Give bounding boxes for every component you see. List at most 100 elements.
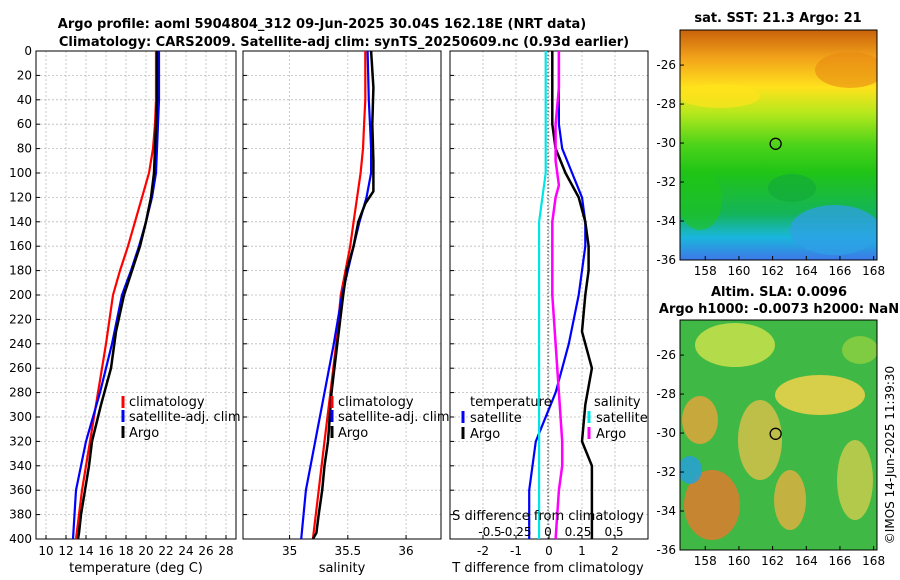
sst-float-marker <box>769 137 782 150</box>
y-tick-label: 220 <box>9 312 32 326</box>
temperature-legend: climatology satellite-adj. clim Argo <box>121 395 241 441</box>
salinity-panel: 35 35.5 36 salinity climatology satellite-… <box>242 50 450 576</box>
x-tick-label: 20 <box>138 544 153 558</box>
difference-legend: temperature satellite Argo salinity sate… <box>461 395 648 442</box>
series-line-temperature-satellite <box>528 51 587 539</box>
s-diff-tick-label: 0.5 <box>604 525 623 539</box>
s-diff-tick-label: 0 <box>544 525 552 539</box>
x-tick-label: 24 <box>178 544 193 558</box>
y-tick-label: 40 <box>17 93 32 107</box>
y-tick-label: 80 <box>17 142 32 156</box>
difference-series <box>528 51 594 540</box>
x-tick-label: 36 <box>398 544 413 558</box>
y-tick-label: 300 <box>9 410 32 424</box>
credit-text: ©IMOS 14-Jun-2025 11:39:30 <box>883 366 897 544</box>
y-tick-label: 60 <box>17 117 32 131</box>
series-line-salinity-argo <box>551 51 564 540</box>
map-y-tick-label: -36 <box>656 543 676 557</box>
map-y-tick-label: -32 <box>656 175 676 189</box>
series-line-climatology <box>74 51 158 540</box>
x-tick-label: 18 <box>118 544 133 558</box>
map-x-tick-label: 160 <box>727 554 750 568</box>
y-tick-label: 160 <box>9 239 32 253</box>
y-tick-label: 320 <box>9 434 32 448</box>
y-tick-label: 20 <box>17 68 32 82</box>
map-x-tick-label: 168 <box>862 554 885 568</box>
map-x-tick-label: 162 <box>761 554 784 568</box>
x-tick-label: 28 <box>218 544 233 558</box>
sla-map: Altim. SLA: 0.0096 Argo h1000: -0.0073 h… <box>656 285 899 568</box>
difference-panel: -2 -1 0 1 2 S difference from climatology -0… <box>449 50 649 576</box>
sla-patch <box>775 375 865 415</box>
series-line-argo <box>311 50 375 540</box>
x-tick-label: 0 <box>545 544 553 558</box>
x-tick-label: 35 <box>282 544 297 558</box>
y-tick-label: 120 <box>9 190 32 204</box>
legend-label-climatology: climatology <box>338 395 414 410</box>
sst-frame <box>679 29 878 261</box>
map-y-tick-label: -26 <box>656 348 676 362</box>
legend-label-satellite: satellite-adj. clim <box>338 410 450 425</box>
sla-patch <box>684 470 740 540</box>
sst-title: sat. SST: 21.3 Argo: 21 <box>694 11 861 26</box>
legend-label-argo: Argo <box>129 426 159 441</box>
sla-frame <box>679 319 878 551</box>
sst-patch <box>790 205 877 255</box>
y-tick-label: 260 <box>9 361 32 375</box>
sst-map: sat. SST: 21.3 Argo: 21 158 160 162 164 166 1… <box>656 11 885 278</box>
temperature-grid <box>36 50 236 540</box>
temperature-series <box>71 51 161 540</box>
sla-patch <box>695 323 775 367</box>
x-tick-label: 14 <box>78 544 93 558</box>
y-tick-label: 240 <box>9 337 32 351</box>
sla-patch <box>774 470 806 530</box>
salinity-series <box>300 50 375 540</box>
sla-patch <box>738 400 782 480</box>
legend-label-t-argo: Argo <box>470 427 500 442</box>
main-title-line1: Argo profile: aoml 5904804_312 09-Jun-20… <box>58 17 586 32</box>
sla-patch <box>680 456 702 484</box>
x-tick-label: -1 <box>510 544 522 558</box>
s-diff-tick-label: -0.25 <box>500 525 531 539</box>
map-x-tick-label: 162 <box>761 264 784 278</box>
map-y-tick-label: -28 <box>656 387 676 401</box>
legend-label-s-satellite: satellite <box>596 411 648 426</box>
x-tick-label: 22 <box>158 544 173 558</box>
sst-patch <box>815 52 877 88</box>
legend-title-temperature: temperature <box>470 395 552 410</box>
legend-label-satellite: satellite-adj. clim <box>129 410 241 425</box>
y-tick-label: 140 <box>9 215 32 229</box>
salinity-diff-ticks: -0.5-0.25 0 0.25 0.5 <box>478 525 623 539</box>
s-diff-tick-label: -0.5 <box>478 525 501 539</box>
map-x-tick-label: 164 <box>795 554 818 568</box>
y-tick-label: 180 <box>9 264 32 278</box>
sla-patch <box>842 336 877 364</box>
y-tick-label: 200 <box>9 288 32 302</box>
s-diff-tick-label: 0.25 <box>565 525 592 539</box>
sla-patch <box>837 440 873 520</box>
map-x-tick-label: 160 <box>727 264 750 278</box>
x-tick-label: 2 <box>611 544 619 558</box>
legend-label-argo: Argo <box>338 426 368 441</box>
map-y-tick-label: -32 <box>656 465 676 479</box>
series-line-argo <box>76 51 159 540</box>
map-x-tick-label: 158 <box>694 264 717 278</box>
x-tick-label: 10 <box>38 544 53 558</box>
map-y-tick-label: -30 <box>656 136 676 150</box>
x-tick-label: 12 <box>58 544 73 558</box>
x-tick-label: -2 <box>477 544 489 558</box>
y-tick-label: 100 <box>9 166 32 180</box>
x-tick-label: 1 <box>578 544 586 558</box>
sla-patch <box>682 396 718 444</box>
map-y-tick-label: -34 <box>656 504 676 518</box>
map-y-tick-label: -36 <box>656 253 676 267</box>
temperature-xlabel: temperature (deg C) <box>69 561 203 576</box>
map-y-tick-label: -28 <box>656 97 676 111</box>
series-line-climatology <box>311 51 367 540</box>
series-line-salinity-satellite <box>537 51 547 539</box>
sla-title-line1: Altim. SLA: 0.0096 <box>711 285 847 300</box>
difference-ticks: -2 -1 0 1 2 <box>450 50 619 558</box>
main-title-line2: Climatology: CARS2009. Satellite-adj cli… <box>59 35 629 50</box>
temperature-diff-xlabel: T difference from climatology <box>451 561 644 576</box>
